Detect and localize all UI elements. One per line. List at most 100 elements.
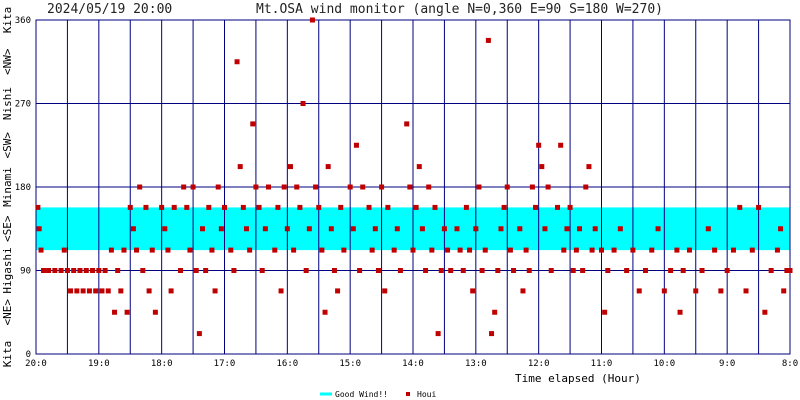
houi-point [580, 268, 586, 273]
houi-point [360, 184, 366, 190]
houi-point [272, 247, 278, 253]
y-axis-ticks: 0 90 180 270 360 [15, 16, 31, 360]
houi-point [441, 226, 447, 232]
houi-point [77, 268, 83, 273]
houi-point [749, 247, 755, 253]
houi-point [533, 204, 539, 210]
houi-point [347, 184, 353, 190]
houi-point [41, 268, 47, 273]
houi-point [80, 288, 86, 294]
houi-point [686, 247, 692, 253]
houi-point [724, 268, 730, 273]
houi-point [730, 247, 736, 253]
houi-point [611, 247, 617, 253]
houi-point [426, 184, 432, 190]
houi-point [184, 204, 190, 210]
y-direction-label: Nishi [1, 87, 14, 120]
houi-point [178, 268, 184, 273]
houi-point [382, 288, 388, 294]
houi-point [432, 204, 438, 210]
houi-point [470, 288, 476, 294]
houi-point [655, 226, 661, 232]
houi-point [300, 101, 306, 106]
houi-point [520, 288, 526, 294]
houi-point [542, 226, 548, 232]
houi-point [93, 288, 99, 294]
houi-point [74, 288, 80, 294]
houi-point [124, 309, 130, 315]
houi-point [756, 204, 762, 210]
houi-point [140, 268, 146, 273]
houi-point [357, 268, 363, 273]
houi-point [200, 226, 206, 232]
houi-point [668, 268, 674, 273]
houi-point [190, 184, 196, 190]
houi-point [35, 204, 41, 210]
houi-point [482, 247, 488, 253]
houi-point [577, 226, 583, 232]
houi-point [52, 268, 58, 273]
houi-point [369, 247, 375, 253]
x-tick-label: 19:0 [88, 359, 110, 369]
houi-point [212, 288, 218, 294]
houi-point [215, 184, 221, 190]
y-direction-labels: Kita <NE> Higashi <SE> Minami <SW> Nishi <NW> Ki… [1, 7, 14, 368]
y-tick-label: 270 [15, 100, 31, 110]
y-direction-label: Minami [1, 167, 14, 207]
houi-point [86, 288, 92, 294]
x-tick-label: 9:0 [719, 359, 735, 369]
y-direction-label: <NW> [1, 48, 14, 75]
houi-point [64, 268, 70, 273]
houi-point [134, 247, 140, 253]
houi-point [489, 331, 495, 337]
x-tick-label: 11:0 [591, 359, 613, 369]
houi-point [83, 268, 89, 273]
houi-point [171, 204, 177, 210]
houi-point [159, 204, 165, 210]
houi-point [674, 247, 680, 253]
houi-point [787, 268, 793, 273]
legend-swatch-houi [406, 392, 410, 396]
houi-point [99, 288, 105, 294]
houi-point [294, 184, 300, 190]
houi-point [507, 247, 513, 253]
houi-point [105, 288, 111, 294]
houi-point [555, 204, 561, 210]
houi-point [353, 142, 359, 148]
y-direction-label: Kita [1, 341, 14, 368]
houi-point [429, 247, 435, 253]
houi-point [649, 247, 655, 253]
x-axis-ticks: 20:0 19:0 18:0 17:0 16:0 15:0 14:0 13:0 12:0 11:0… [25, 359, 798, 369]
x-tick-label: 12:0 [528, 359, 550, 369]
houi-point [231, 268, 237, 273]
x-tick-label: 13:0 [465, 359, 487, 369]
houi-point [350, 226, 356, 232]
houi-point [328, 226, 334, 232]
y-direction-label: Higashi [1, 247, 14, 293]
chart-title: Mt.OSA wind monitor (angle N=0,360 E=90 … [256, 2, 663, 17]
houi-point [661, 288, 667, 294]
houi-point [291, 247, 297, 253]
y-tick-label: 180 [15, 183, 31, 193]
legend: Good Wind!! Houi [320, 390, 436, 399]
houi-point [316, 204, 322, 210]
houi-point [338, 204, 344, 210]
houi-point [130, 226, 136, 232]
houi-point [228, 247, 234, 253]
houi-point [278, 288, 284, 294]
y-tick-label: 0 [26, 350, 31, 360]
houi-point [335, 288, 341, 294]
houi-point [284, 226, 290, 232]
houi-point [331, 268, 337, 273]
houi-point [438, 268, 444, 273]
houi-point [693, 288, 699, 294]
houi-point [498, 226, 504, 232]
houi-point [545, 184, 551, 190]
houi-point [394, 226, 400, 232]
houi-point [366, 204, 372, 210]
houi-point [435, 331, 441, 337]
houi-point [319, 247, 325, 253]
houi-point [209, 247, 215, 253]
houi-point [454, 226, 460, 232]
houi-point [203, 268, 209, 273]
